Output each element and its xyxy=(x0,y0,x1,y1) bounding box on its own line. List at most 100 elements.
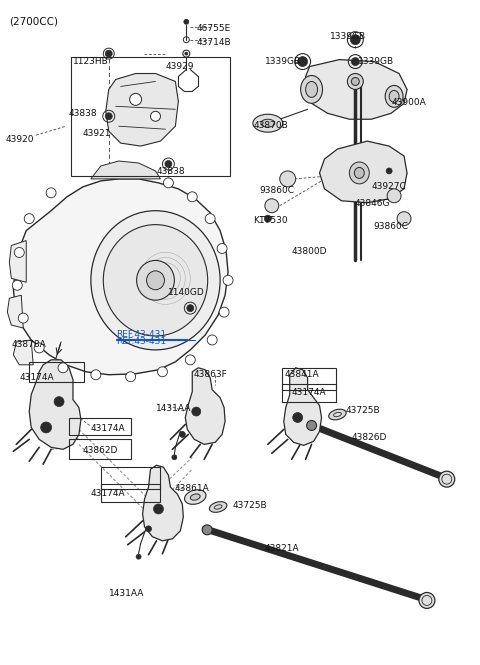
Circle shape xyxy=(386,168,392,174)
Circle shape xyxy=(58,363,68,373)
Polygon shape xyxy=(91,161,160,179)
Text: 93860C: 93860C xyxy=(373,221,408,231)
Text: 43174A: 43174A xyxy=(19,373,54,382)
Circle shape xyxy=(217,243,227,253)
Ellipse shape xyxy=(253,114,283,132)
Ellipse shape xyxy=(349,162,369,184)
Circle shape xyxy=(154,504,164,514)
Text: 1431AA: 1431AA xyxy=(156,404,191,412)
Circle shape xyxy=(130,93,142,105)
Circle shape xyxy=(307,420,316,430)
Text: REF.43-431: REF.43-431 xyxy=(116,330,166,339)
Ellipse shape xyxy=(91,211,220,350)
Text: 43861A: 43861A xyxy=(174,484,209,493)
Circle shape xyxy=(165,160,172,168)
Circle shape xyxy=(54,396,64,406)
Circle shape xyxy=(126,372,136,382)
Circle shape xyxy=(164,178,173,188)
Polygon shape xyxy=(29,360,81,450)
Text: 43927C: 43927C xyxy=(371,182,406,191)
Ellipse shape xyxy=(103,225,208,336)
Text: 43870B: 43870B xyxy=(254,121,288,130)
Polygon shape xyxy=(13,179,228,375)
Polygon shape xyxy=(320,141,407,203)
Circle shape xyxy=(18,313,28,323)
Text: 1339GB: 1339GB xyxy=(265,57,301,66)
Circle shape xyxy=(184,19,189,25)
Circle shape xyxy=(192,407,201,416)
Ellipse shape xyxy=(385,85,403,107)
Circle shape xyxy=(14,247,24,257)
Bar xyxy=(69,418,131,436)
Text: K17530: K17530 xyxy=(253,215,288,225)
Circle shape xyxy=(12,281,22,290)
Text: 43174A: 43174A xyxy=(91,424,125,434)
Bar xyxy=(282,384,336,402)
Circle shape xyxy=(265,199,279,213)
Circle shape xyxy=(223,275,233,285)
Bar xyxy=(101,484,160,502)
Text: 1339GB: 1339GB xyxy=(329,32,366,41)
Ellipse shape xyxy=(354,168,364,178)
Ellipse shape xyxy=(261,119,275,127)
Circle shape xyxy=(172,455,177,460)
Polygon shape xyxy=(9,241,26,282)
Circle shape xyxy=(387,189,401,203)
Circle shape xyxy=(207,335,217,345)
Ellipse shape xyxy=(137,261,174,300)
Text: 1140GD: 1140GD xyxy=(168,288,205,297)
Circle shape xyxy=(180,432,185,438)
Text: 43900A: 43900A xyxy=(391,98,426,107)
Circle shape xyxy=(46,188,56,198)
Bar xyxy=(29,362,84,382)
Ellipse shape xyxy=(306,81,318,97)
Circle shape xyxy=(397,211,411,225)
Text: 43714B: 43714B xyxy=(196,38,231,47)
Text: 43800D: 43800D xyxy=(292,247,327,257)
Ellipse shape xyxy=(389,90,399,102)
Ellipse shape xyxy=(351,78,360,85)
Text: 1123HB: 1123HB xyxy=(73,57,109,66)
Ellipse shape xyxy=(146,271,165,290)
Circle shape xyxy=(187,305,194,312)
Text: 46755E: 46755E xyxy=(196,24,230,33)
Circle shape xyxy=(202,525,212,535)
Text: 1339GB: 1339GB xyxy=(358,57,395,66)
Text: 43878A: 43878A xyxy=(12,340,46,349)
Circle shape xyxy=(34,343,44,353)
Circle shape xyxy=(350,35,360,45)
Circle shape xyxy=(280,171,296,187)
Text: 43863F: 43863F xyxy=(193,370,227,379)
Ellipse shape xyxy=(209,501,227,512)
Circle shape xyxy=(400,215,408,223)
Text: 43838: 43838 xyxy=(69,109,97,118)
Bar xyxy=(69,440,131,460)
Circle shape xyxy=(351,58,360,66)
Text: (2700CC): (2700CC) xyxy=(9,17,59,27)
Circle shape xyxy=(185,52,188,55)
Circle shape xyxy=(185,355,195,365)
Circle shape xyxy=(24,213,34,223)
Circle shape xyxy=(145,526,152,532)
Text: 43826D: 43826D xyxy=(351,434,387,442)
Circle shape xyxy=(157,367,168,377)
Circle shape xyxy=(264,215,271,222)
Text: 43921: 43921 xyxy=(83,129,111,138)
Text: 43174A: 43174A xyxy=(292,388,326,397)
Circle shape xyxy=(187,192,197,201)
Ellipse shape xyxy=(184,489,206,504)
Ellipse shape xyxy=(348,74,363,89)
Ellipse shape xyxy=(191,494,200,500)
Circle shape xyxy=(283,174,293,184)
Circle shape xyxy=(105,113,112,120)
Circle shape xyxy=(390,192,398,200)
Circle shape xyxy=(136,554,141,559)
Polygon shape xyxy=(106,74,179,146)
Circle shape xyxy=(41,422,51,433)
Polygon shape xyxy=(284,368,322,446)
Polygon shape xyxy=(143,465,183,541)
Text: 43846G: 43846G xyxy=(354,199,390,207)
Text: 43725B: 43725B xyxy=(346,406,380,414)
Circle shape xyxy=(298,57,308,66)
Circle shape xyxy=(439,471,455,487)
